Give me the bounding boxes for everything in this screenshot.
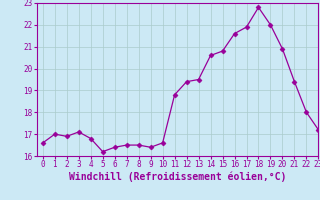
X-axis label: Windchill (Refroidissement éolien,°C): Windchill (Refroidissement éolien,°C) [69,172,286,182]
